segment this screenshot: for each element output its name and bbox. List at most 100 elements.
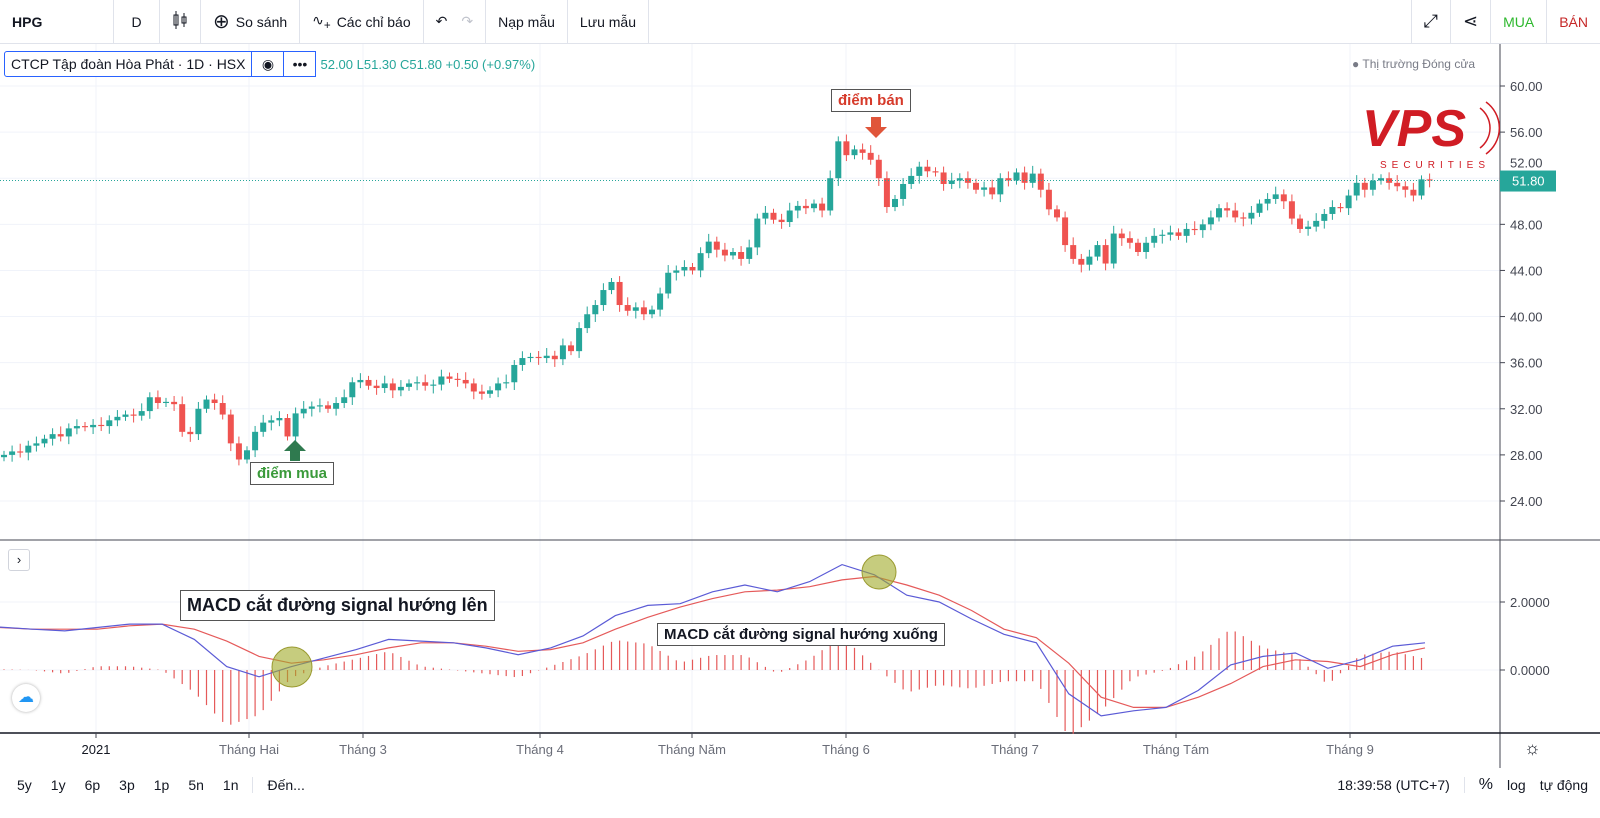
candle-body	[819, 203, 826, 211]
percent-toggle[interactable]: %	[1478, 776, 1494, 793]
candle-body	[1118, 233, 1125, 239]
candle-body	[835, 141, 842, 179]
svg-text:VPS: VPS	[1362, 100, 1466, 158]
indicators-label: Các chỉ báo	[336, 13, 411, 30]
candle-body	[414, 382, 421, 384]
time-tick-label: Tháng 6	[822, 742, 870, 757]
candle-body	[1321, 213, 1328, 221]
market-status: ● Thị trường Đóng cửa	[1352, 57, 1476, 71]
range-3p[interactable]: 3p	[119, 777, 135, 793]
goto-date-button[interactable]: Đến...	[267, 777, 305, 793]
candle-body	[349, 382, 356, 398]
candle	[268, 415, 275, 431]
candle	[25, 440, 32, 461]
range-5n[interactable]: 5n	[188, 777, 204, 793]
candle-body	[981, 187, 988, 190]
indicators-button[interactable]: ∿+ Các chỉ báo	[300, 0, 424, 44]
symbol-title[interactable]: CTCP Tập đoàn Hòa Phát · 1D · HSX	[4, 51, 253, 77]
candle	[705, 233, 712, 259]
range-6p[interactable]: 6p	[84, 777, 101, 793]
range-1n[interactable]: 1n	[222, 777, 239, 793]
candle-body	[657, 293, 664, 310]
candle-body	[1240, 217, 1247, 219]
candlestick-icon	[172, 10, 188, 33]
candle	[82, 422, 88, 432]
candle-body	[130, 414, 137, 416]
candle-body	[1329, 207, 1336, 214]
candle	[316, 398, 323, 413]
sell-button[interactable]: BÁN	[1547, 0, 1600, 44]
eye-icon[interactable]: ◉	[252, 51, 285, 77]
log-toggle[interactable]: log	[1507, 777, 1526, 793]
candle	[33, 436, 40, 452]
settings-gear-icon[interactable]: ☼	[1524, 738, 1541, 758]
candle	[300, 401, 307, 419]
candle-body	[794, 205, 801, 211]
candle	[527, 352, 534, 363]
load-layout-button[interactable]: Nạp mẫu	[486, 0, 568, 44]
candle	[1037, 168, 1044, 198]
candle	[1394, 175, 1401, 192]
candle	[495, 377, 502, 398]
candle-body	[1232, 210, 1239, 218]
chart-canvas[interactable]: 60.00 56.00 52.00 48.00 44.00 40.00 36.00 32.00…	[0, 44, 1600, 768]
expand-pane-button[interactable]: ›	[8, 549, 30, 571]
save-layout-button[interactable]: Lưu mẫu	[568, 0, 649, 44]
candle	[438, 369, 445, 391]
candle	[171, 395, 178, 411]
candle-body	[681, 266, 688, 271]
candle-body	[705, 241, 712, 254]
buy-button[interactable]: MUA	[1491, 0, 1548, 44]
candle-body	[446, 376, 453, 379]
price-tick-label: 32.00	[1510, 402, 1543, 417]
candle	[811, 199, 817, 213]
candle	[608, 277, 615, 295]
candle-body	[1272, 194, 1279, 199]
range-5y[interactable]: 5y	[17, 777, 32, 793]
more-icon[interactable]: •••	[284, 51, 317, 77]
cross-up-highlight	[271, 646, 313, 688]
save-layout-label: Lưu mẫu	[579, 13, 636, 30]
symbol-search[interactable]: HPG	[0, 0, 114, 44]
candle-body	[616, 281, 623, 306]
cross-down-highlight	[861, 554, 897, 590]
redo-icon[interactable]: ↷	[461, 13, 474, 29]
candle-body	[689, 266, 696, 271]
candle	[430, 379, 437, 394]
candle-body	[1353, 182, 1360, 196]
interval-button[interactable]: D	[114, 0, 160, 44]
candle-body	[600, 290, 607, 306]
candle-body	[568, 345, 574, 352]
share-button[interactable]: ⋖	[1451, 0, 1492, 44]
candle	[106, 415, 113, 434]
candle-body	[1410, 189, 1417, 196]
candle	[1418, 175, 1425, 200]
fullscreen-button[interactable]: ⤢	[1410, 0, 1451, 44]
candle	[1159, 229, 1166, 244]
auto-scale-toggle[interactable]: tự động	[1539, 777, 1588, 793]
candle-body	[406, 383, 412, 387]
candle	[41, 434, 48, 448]
candle	[1240, 212, 1247, 227]
candle-body	[1378, 178, 1384, 181]
chart-type-button[interactable]	[160, 0, 201, 44]
range-1y[interactable]: 1y	[50, 777, 66, 793]
candle-body	[462, 379, 469, 384]
candle	[1135, 238, 1141, 257]
candle-body	[770, 212, 777, 220]
candle-body	[154, 397, 161, 404]
candle	[1, 450, 7, 462]
candle-body	[989, 187, 996, 195]
candle-body	[1135, 242, 1141, 252]
range-1p[interactable]: 1p	[153, 777, 170, 793]
candle	[1118, 228, 1125, 246]
compare-button[interactable]: ⊕ So sánh	[201, 0, 301, 44]
candle	[454, 372, 461, 387]
candle	[535, 351, 542, 365]
candle	[673, 265, 680, 281]
undo-icon[interactable]: ↶	[435, 13, 448, 29]
candle-body	[292, 413, 299, 437]
logo-wave-icon[interactable]: ☁	[12, 684, 40, 712]
candle	[235, 436, 242, 466]
candle	[1280, 189, 1287, 210]
